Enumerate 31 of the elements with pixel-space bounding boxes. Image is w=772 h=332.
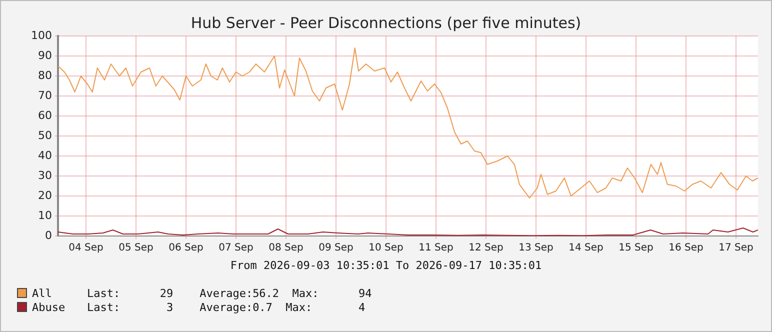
y-tick-label: 20 [38, 188, 52, 202]
x-tick-label: 09 Sep [318, 242, 354, 254]
x-tick-label: 05 Sep [118, 242, 154, 254]
y-tick-label: 80 [38, 68, 52, 82]
x-tick-label: 16 Sep [668, 242, 704, 254]
y-tick-label: 90 [38, 48, 52, 62]
y-tick-label: 30 [38, 168, 52, 182]
y-tick-label: 70 [38, 88, 52, 102]
x-tick-label: 11 Sep [418, 242, 454, 254]
y-tick-label: 60 [38, 108, 52, 122]
x-tick-label: 15 Sep [618, 242, 654, 254]
text: Last: 3 Average:0.7 Max: 4 [87, 300, 366, 314]
x-tick-label: 07 Sep [218, 242, 254, 254]
x-tick-label: 14 Sep [568, 242, 604, 254]
x-tick-label: 12 Sep [468, 242, 504, 254]
x-tick-label: 10 Sep [368, 242, 404, 254]
legend-label: All [32, 286, 53, 300]
x-tick-label: 04 Sep [68, 242, 104, 254]
y-tick-label: 0 [45, 228, 52, 242]
chart-title: Hub Server - Peer Disconnections (per five minutes) [190, 14, 582, 32]
y-tick-label: 100 [31, 28, 52, 42]
x-tick-label: 17 Sep [718, 242, 754, 254]
legend-label: Abuse [32, 300, 66, 314]
y-tick-label: 40 [38, 148, 52, 162]
x-tick-label: 06 Sep [168, 242, 204, 254]
text: From 2026-09-03 10:35:01 To 2026-09-17 10:35:01 [229, 259, 543, 272]
y-tick-label: 50 [38, 128, 52, 142]
x-tick-label: 13 Sep [518, 242, 554, 254]
x-tick-label: 08 Sep [268, 242, 304, 254]
y-tick-label: 10 [38, 208, 52, 222]
text: Last: 29 Average:56.2 Max: 94 [87, 286, 372, 300]
